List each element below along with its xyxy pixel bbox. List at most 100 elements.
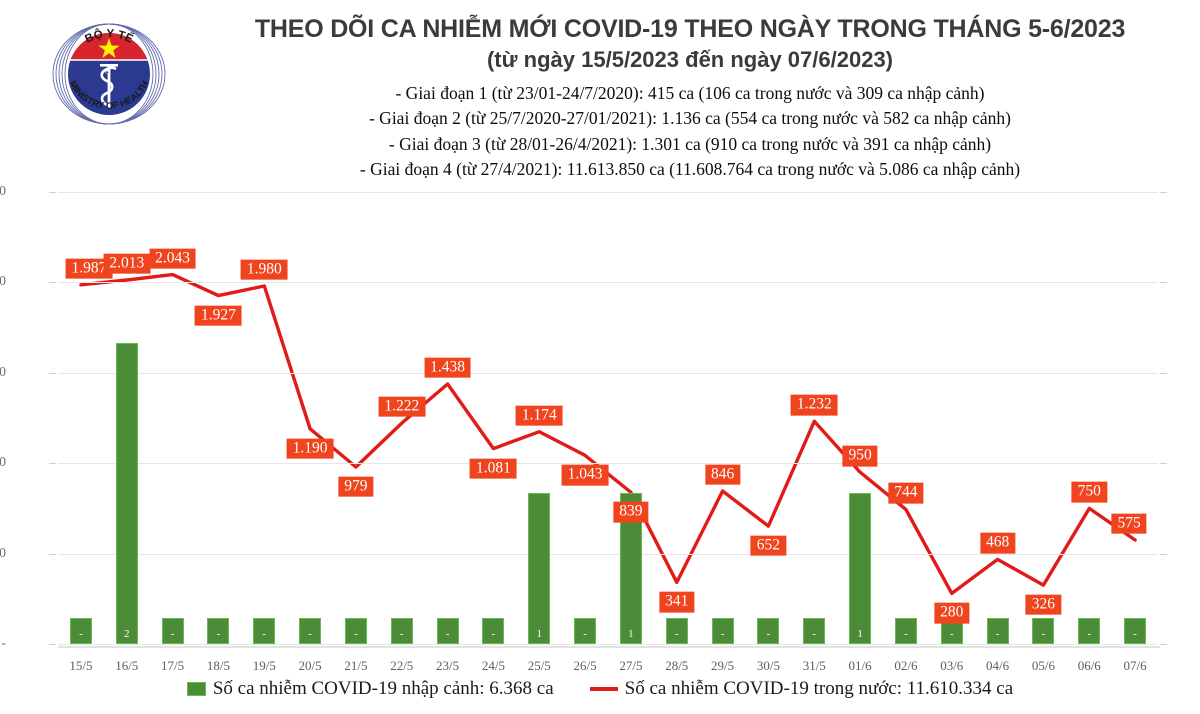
line-value-label: 280: [934, 603, 970, 624]
axis-tickmark: [1160, 553, 1167, 555]
x-axis-tick-label: 18/5: [206, 658, 230, 673]
red-line-swatch-icon: [589, 687, 618, 691]
axis-tickmark: [49, 282, 56, 284]
bar-value-label: 2: [124, 627, 130, 640]
bar-imported-cases[interactable]: -: [299, 618, 322, 644]
x-axis-tick-label: 22/5: [390, 658, 414, 673]
bar-imported-cases[interactable]: 1: [528, 493, 551, 644]
line-value-label: 468: [979, 533, 1016, 554]
x-axis-tick-label: 26/5: [573, 658, 597, 673]
bar-value-label: -: [674, 628, 679, 640]
axis-tickmark: [49, 192, 56, 193]
bar-imported-cases[interactable]: -: [803, 618, 826, 644]
x-axis-tick-label: 21/5: [344, 658, 368, 673]
bar-value-label: -: [79, 628, 83, 640]
x-axis-tick-label: 27/5: [619, 658, 643, 673]
bar-value-label: -: [949, 628, 954, 640]
gridline: [58, 282, 1158, 284]
x-axis-tick-label: 16/5: [115, 658, 139, 673]
line-value-label: 1.043: [561, 465, 609, 486]
axis-tickmark: [49, 553, 56, 555]
bar-imported-cases[interactable]: -: [894, 618, 917, 644]
line-value-label: 950: [842, 445, 878, 467]
gridline: [58, 644, 1158, 645]
x-axis-baseline: [58, 646, 1160, 648]
line-value-label: 1.232: [790, 394, 838, 416]
line-value-label: 1.174: [515, 405, 563, 426]
bar-value-label: 1: [536, 627, 543, 640]
axis-tickmark: [1160, 644, 1167, 645]
x-axis-tick-label: 17/5: [161, 658, 185, 673]
bar-value-label: -: [1041, 628, 1046, 640]
bar-imported-cases[interactable]: -: [344, 618, 367, 644]
bar-imported-cases[interactable]: -: [1032, 618, 1055, 644]
bar-value-label: -: [720, 628, 725, 640]
bar-value-label: -: [216, 628, 221, 640]
legend-item-domestic: Số ca nhiễm COVID-19 trong nước: 11.610.…: [589, 678, 1013, 700]
bar-value-label: 1: [857, 627, 863, 640]
bar-imported-cases[interactable]: -: [986, 618, 1009, 644]
phase-summary-list: - Giai đoạn 1 (từ 23/01-24/7/2020): 415 …: [190, 81, 1190, 183]
chart-area: --50011.00011.50022.00022.5003-2--------…: [0, 178, 1200, 656]
x-axis-tick-label: 23/5: [436, 658, 460, 673]
x-axis-tick-label: 19/5: [252, 658, 276, 673]
bar-value-label: -: [354, 628, 358, 640]
line-value-label: 652: [750, 535, 787, 557]
x-axis-tick-label: 31/5: [802, 658, 826, 673]
y-axis-left-tick: 2.000: [0, 273, 6, 289]
axis-tickmark: [1160, 192, 1167, 193]
bar-imported-cases[interactable]: 1: [619, 493, 642, 644]
line-value-label: 326: [1025, 594, 1062, 616]
line-value-label: 744: [888, 483, 924, 504]
x-axis-tick-label: 04/6: [986, 658, 1010, 673]
bar-imported-cases[interactable]: -: [69, 618, 92, 644]
x-axis-tick-label: 01/6: [848, 658, 872, 673]
x-axis-tick-label: 28/5: [665, 658, 689, 673]
bar-imported-cases[interactable]: -: [390, 618, 413, 644]
bar-value-label: -: [170, 628, 175, 640]
ministry-of-health-logo: BỘ Y TẾ MINISTRY OF HEALTH: [48, 12, 170, 134]
bar-value-label: -: [583, 628, 587, 640]
bar-imported-cases[interactable]: -: [161, 618, 184, 644]
line-value-label: 846: [704, 464, 741, 486]
bar-imported-cases[interactable]: -: [711, 618, 734, 644]
green-bar-swatch-icon: [186, 682, 206, 696]
x-axis-tick-label: 02/6: [894, 658, 918, 673]
bar-imported-cases[interactable]: -: [253, 618, 276, 644]
bar-imported-cases[interactable]: -: [1078, 618, 1101, 644]
axis-tickmark: [49, 372, 56, 374]
line-value-label: 1.190: [286, 438, 334, 459]
x-axis-tick-label: 15/5: [69, 658, 93, 673]
chart-legend: Số ca nhiễm COVID-19 nhập cảnh: 6.368 ca…: [0, 678, 1200, 700]
page-title: THEO DÕI CA NHIỄM MỚI COVID-19 THEO NGÀY…: [254, 15, 1126, 43]
phase-line-3: - Giai đoạn 3 (từ 28/01-26/4/2021): 1.30…: [388, 133, 992, 154]
x-axis-tick-label: 06/6: [1077, 658, 1101, 673]
bar-imported-cases[interactable]: -: [207, 618, 230, 644]
x-axis-tick-label: 20/5: [298, 658, 322, 673]
line-value-label: 1.987: [65, 258, 113, 279]
gridline: [58, 192, 1158, 193]
bar-imported-cases[interactable]: -: [574, 618, 597, 644]
bar-imported-cases[interactable]: -: [436, 618, 459, 644]
x-axis-tick-label: 29/5: [711, 658, 735, 673]
bar-imported-cases[interactable]: 2: [115, 342, 138, 644]
x-axis-tick-label: 05/6: [1031, 658, 1055, 673]
axis-tickmark: [49, 463, 56, 465]
y-axis-left-tick: 500: [0, 544, 6, 560]
bar-imported-cases[interactable]: 1: [849, 493, 872, 644]
bar-value-label: -: [262, 628, 267, 640]
bar-value-label: 1: [628, 627, 634, 640]
phase-line-2: - Giai đoạn 2 (từ 25/7/2020-27/01/2021):…: [368, 108, 1011, 129]
bar-imported-cases[interactable]: -: [757, 618, 780, 644]
legend-item-imported: Số ca nhiễm COVID-19 nhập cảnh: 6.368 ca: [186, 678, 554, 700]
bar-imported-cases[interactable]: -: [1124, 618, 1147, 644]
bar-value-label: -: [766, 628, 771, 640]
x-axis-tick-label: 25/5: [527, 658, 551, 673]
gridline: [58, 372, 1158, 374]
x-axis-tick-label: 24/5: [481, 658, 505, 673]
bar-imported-cases[interactable]: -: [665, 618, 688, 644]
line-value-label: 341: [659, 591, 695, 613]
phase-line-1: - Giai đoạn 1 (từ 23/01-24/7/2020): 415 …: [395, 82, 985, 103]
bar-imported-cases[interactable]: -: [482, 618, 505, 644]
